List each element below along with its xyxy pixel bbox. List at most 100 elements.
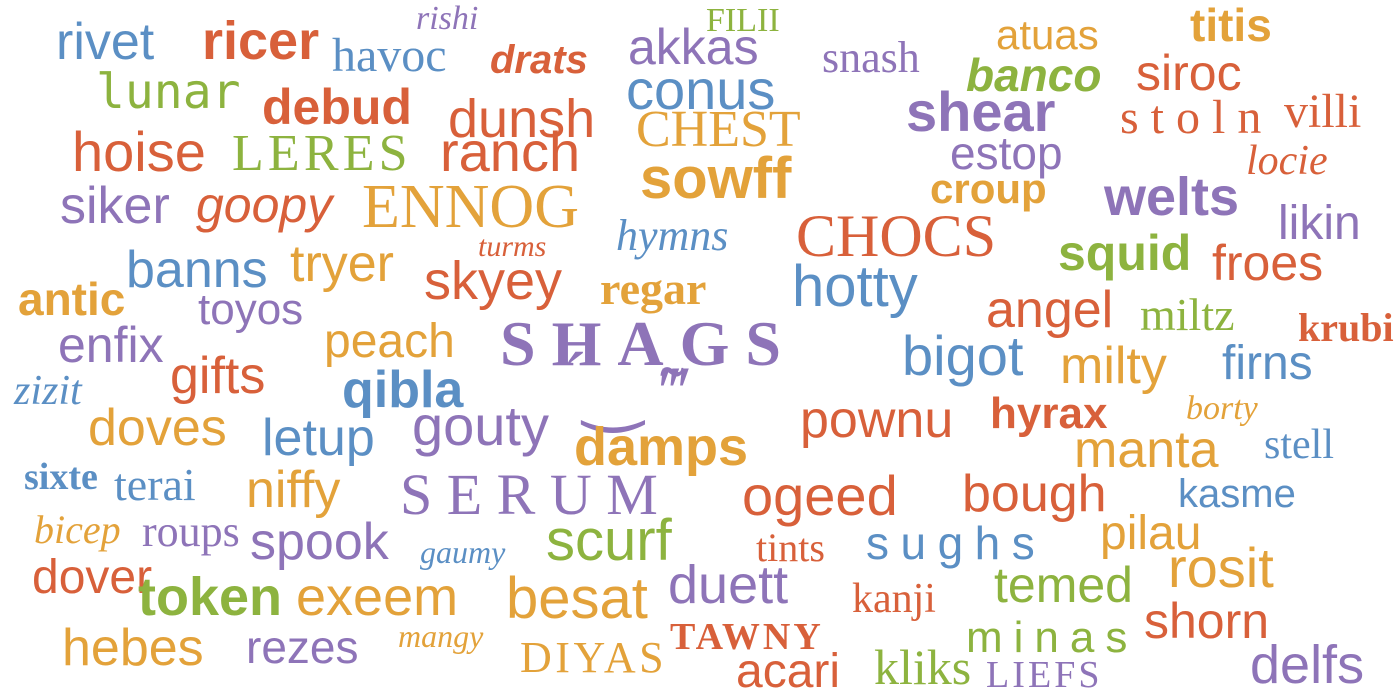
word-manta: manta (1074, 421, 1219, 479)
word-rivet: rivet (56, 13, 155, 71)
word-tints: tints (756, 525, 825, 570)
word-chocs: CHOCS (796, 203, 997, 269)
word-temed: temed (994, 557, 1133, 613)
word-goopy: goopy (196, 177, 333, 233)
word-froes: froes (1212, 235, 1324, 291)
word-firns: firns (1222, 337, 1313, 390)
word-dover: dover (32, 551, 153, 604)
word-skyey: skyey (424, 251, 563, 311)
word-serum: SERUM (400, 462, 673, 527)
word-estop: estop (950, 127, 1063, 179)
word-villi: villi (1284, 85, 1362, 138)
word-angel: angel (986, 281, 1114, 339)
word-hoise: hoise (72, 120, 206, 183)
word-atuas: atuas (996, 11, 1099, 58)
word-smile-accents: ́‿ ̃‴ (584, 352, 690, 432)
word-spook: spook (250, 513, 389, 571)
word-hymns: hymns (616, 211, 729, 260)
word-enfix: enfix (58, 317, 164, 373)
word-lunar: lunar (96, 64, 241, 120)
word-shags: SHAGS (500, 308, 797, 379)
word-debud: debud (262, 79, 412, 135)
word-kliks: kliks (874, 639, 972, 695)
word-banco: banco (966, 49, 1102, 101)
word-letup: letup (262, 409, 375, 467)
word-ennog: ENNOG (362, 173, 579, 241)
word-besat: besat (506, 566, 648, 631)
word-dunsh: dunsh (448, 89, 596, 149)
word-roups: roups (142, 507, 240, 556)
word-delfs: delfs (1250, 635, 1365, 695)
word-locie: locie (1246, 138, 1328, 184)
word-terai: terai (114, 459, 196, 510)
word-liefs: LIEFS (986, 654, 1103, 696)
word-minas: minas (966, 613, 1139, 662)
word-scurf: scurf (546, 508, 672, 573)
word-rishi: rishi (416, 0, 479, 37)
word-kasme: kasme (1178, 472, 1296, 516)
word-tryer: tryer (290, 235, 394, 293)
word-ogeed: ogeed (742, 464, 898, 527)
word-acari: acari (736, 645, 841, 698)
word-qibla: qibla (342, 361, 464, 419)
word-turms: turms (478, 230, 547, 263)
word-titis: titis (1190, 0, 1272, 51)
word-bigot: bigot (902, 324, 1024, 387)
word-regar: regar (600, 263, 707, 314)
word-peach: peach (324, 315, 455, 368)
word-kanji: kanji (852, 576, 936, 622)
word-siroc: siroc (1136, 45, 1242, 101)
word-duett: duett (668, 555, 789, 615)
word-token: token (138, 567, 283, 627)
word-gifts: gifts (170, 347, 266, 405)
word-conus: conus (626, 58, 776, 121)
word-krubi: krubi (1298, 305, 1394, 350)
word-shorn: shorn (1144, 593, 1270, 649)
word-ranch: ranch (440, 120, 581, 183)
word-miltz: miltz (1140, 289, 1235, 340)
word-hebes: hebes (62, 619, 204, 677)
word-sughs: sughs (866, 517, 1047, 569)
word-doves: doves (88, 399, 227, 457)
word-borty: borty (1186, 390, 1258, 427)
word-banns: banns (126, 241, 268, 299)
word-squid: squid (1058, 225, 1192, 281)
word-shear: shear (906, 80, 1056, 143)
word-croup: croup (930, 165, 1047, 212)
word-pownu: pownu (800, 391, 954, 449)
word-filii: FILII (706, 2, 780, 39)
word-havoc: havoc (332, 29, 447, 82)
word-toyos: toyos (198, 285, 304, 334)
word-milty: milty (1060, 337, 1167, 395)
word-exeem: exeem (296, 567, 459, 627)
word-hotty: hotty (792, 254, 918, 319)
word-chest: CHEST (636, 101, 801, 158)
word-stell: stell (1264, 422, 1334, 468)
word-leres: LERES (232, 125, 412, 182)
word-likin: likin (1278, 197, 1361, 250)
word-ricer: ricer (202, 11, 320, 71)
word-drats: drats (490, 38, 588, 82)
word-pilau: pilau (1100, 507, 1202, 560)
word-rosit: rosit (1168, 536, 1274, 599)
word-stoln: stoln (1120, 91, 1274, 144)
word-sowff: sowff (640, 146, 792, 211)
word-damps: damps (574, 417, 749, 477)
word-bicep: bicep (34, 507, 121, 552)
word-zizit: zizit (14, 368, 82, 414)
word-hyrax: hyrax (990, 389, 1108, 438)
word-mangy: mangy (398, 618, 484, 654)
word-rezes: rezes (246, 621, 359, 673)
word-diyas: DIYAS (520, 633, 668, 682)
word-tawny: TAWNY (670, 616, 824, 658)
word-antic: antic (18, 273, 126, 325)
word-akkas: akkas (628, 19, 759, 75)
word-gouty: gouty (412, 394, 549, 457)
word-gaumy: gaumy (420, 534, 506, 570)
word-snash: snash (822, 33, 920, 82)
word-welts: welts (1104, 167, 1240, 227)
word-niffy: niffy (246, 461, 341, 519)
word-bough: bough (962, 465, 1107, 523)
word-siker: siker (60, 177, 170, 235)
